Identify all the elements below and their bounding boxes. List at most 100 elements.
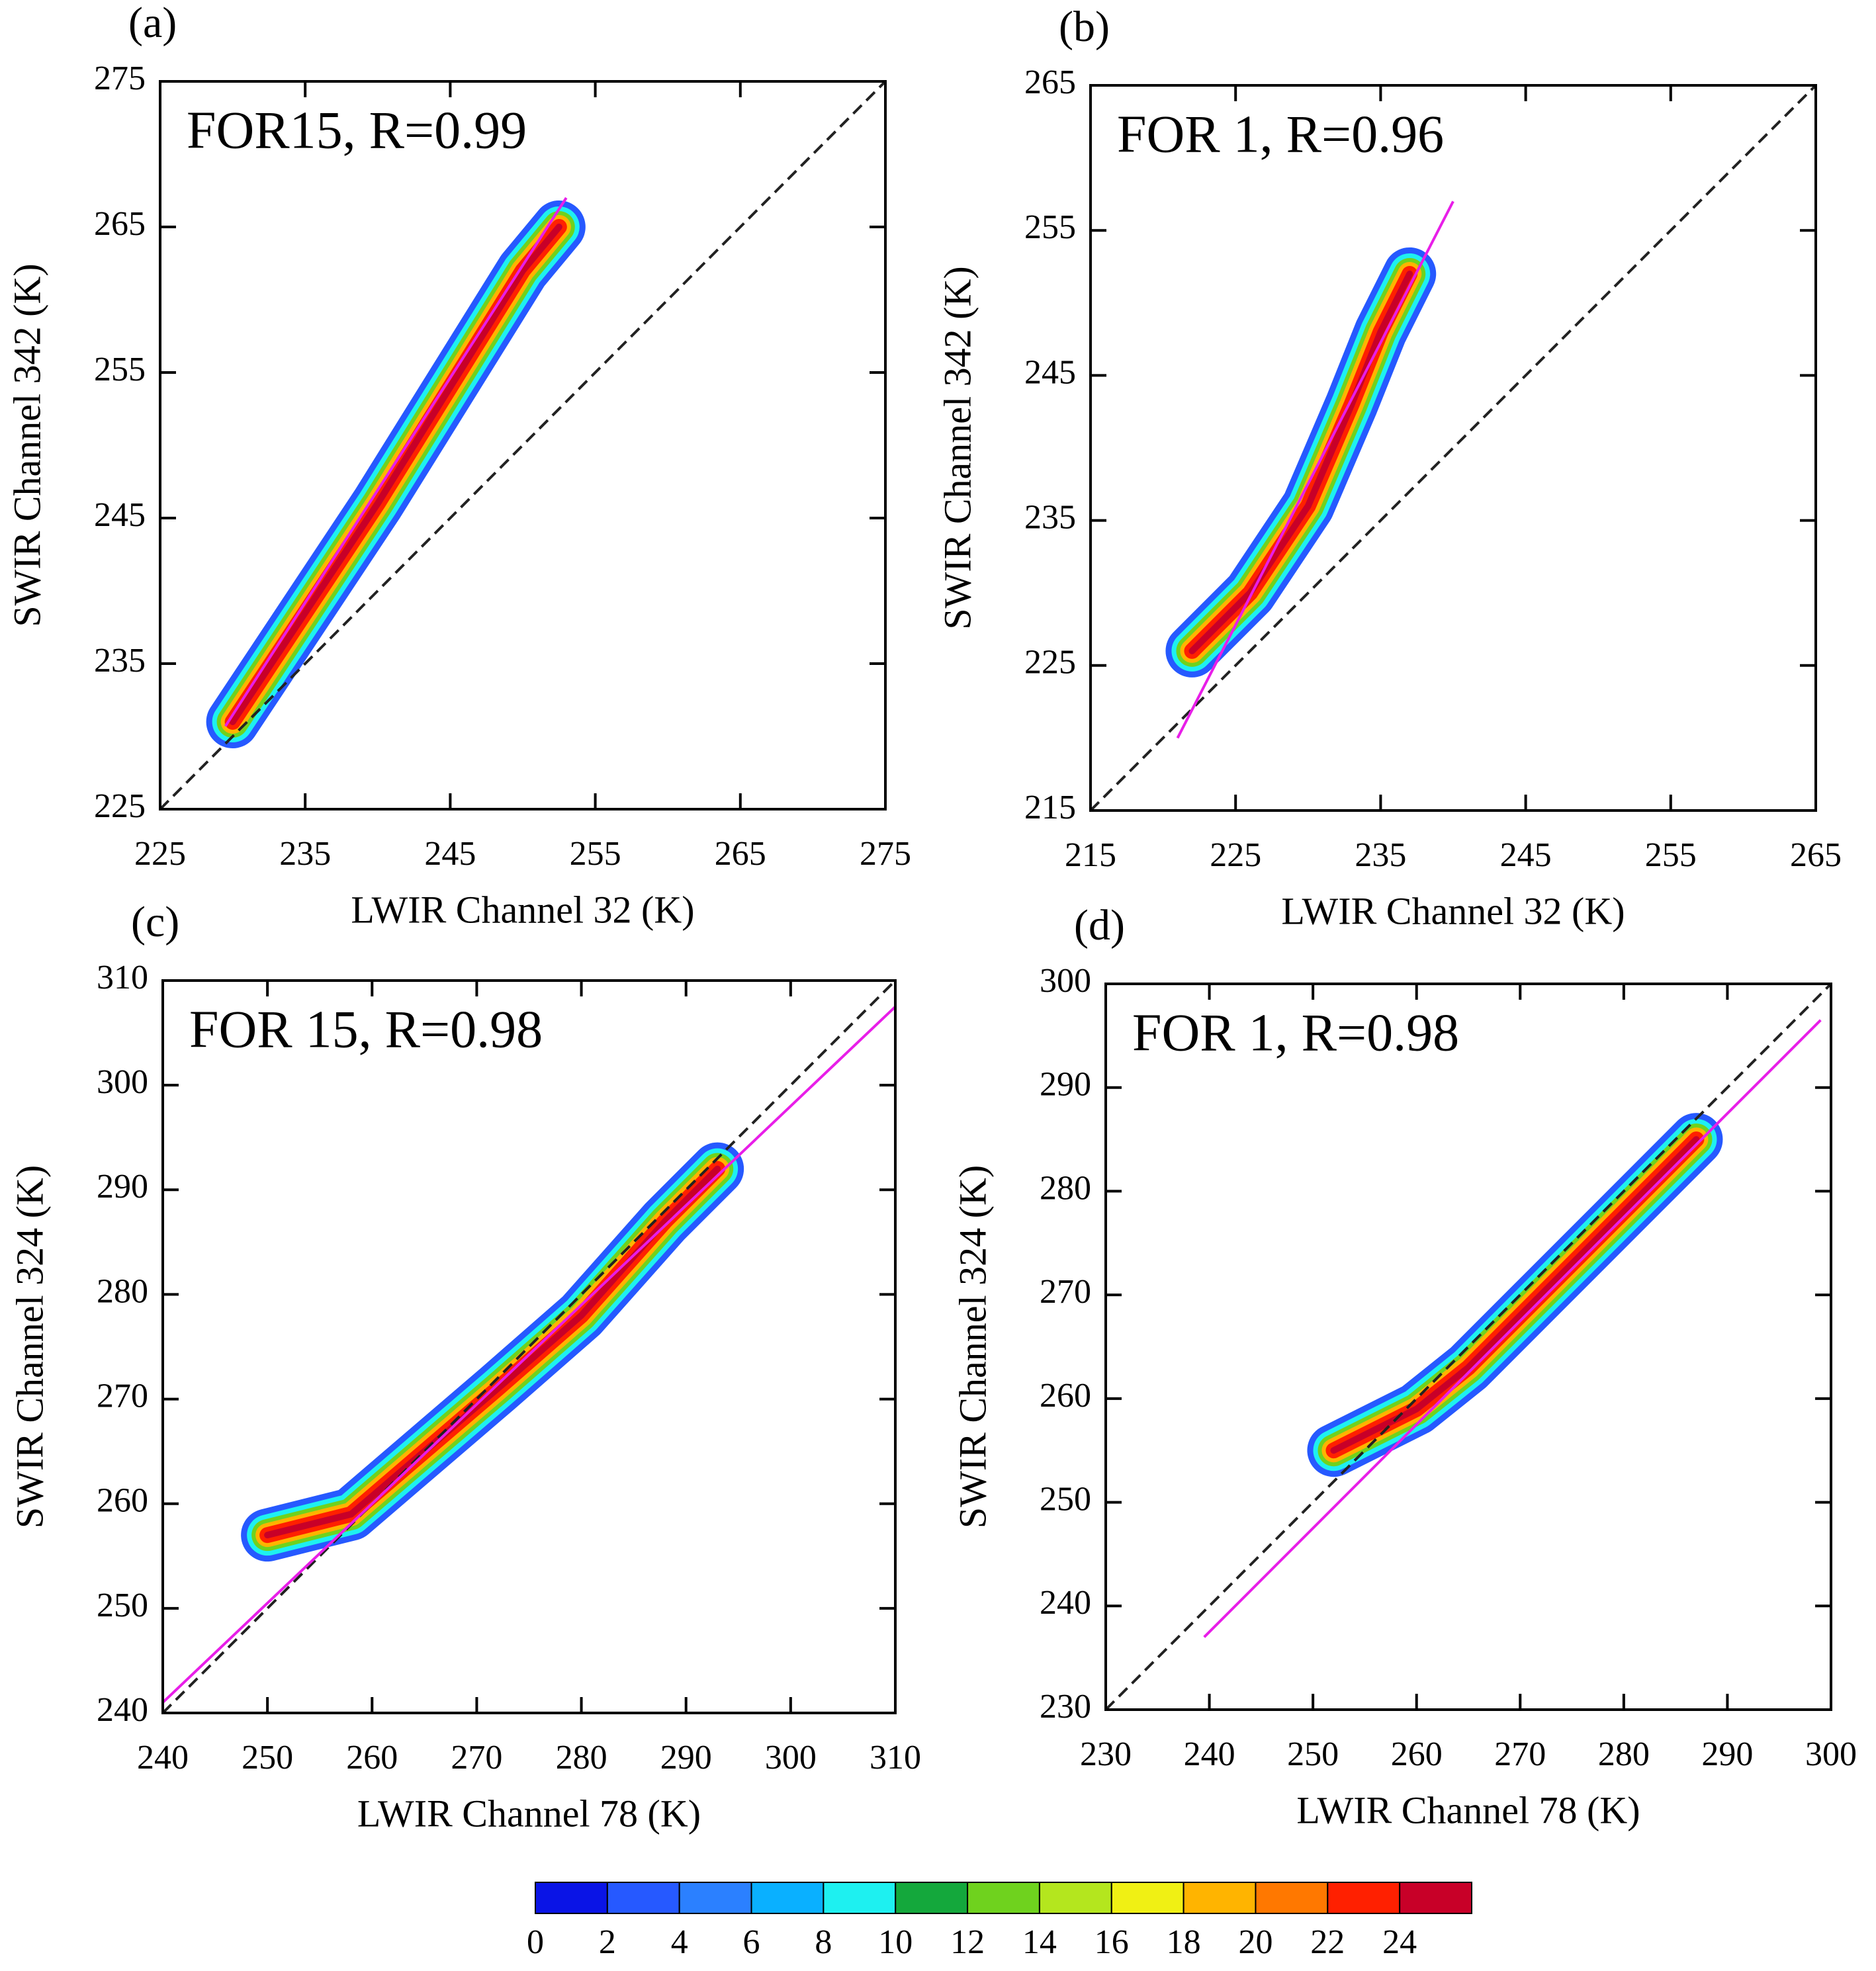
y-tick-label: 280: [97, 1272, 148, 1310]
density-band: [229, 224, 562, 725]
one-to-one-line: [1104, 983, 1832, 1711]
x-tick-label: 280: [1598, 1735, 1650, 1773]
y-tick-label: 310: [97, 959, 148, 996]
y-tick-label: 215: [1024, 789, 1076, 826]
colorbar-box: [606, 1882, 680, 1914]
y-tick-label: 300: [97, 1063, 148, 1101]
y-tick-label: 260: [1040, 1377, 1091, 1415]
colorbar-box: [823, 1882, 897, 1914]
panel-label: (b): [1059, 3, 1110, 51]
x-tick-label: 310: [870, 1739, 921, 1776]
x-tick-label: 300: [1805, 1735, 1857, 1773]
annotation: FOR15, R=0.99: [187, 101, 527, 159]
density-band: [255, 1157, 730, 1548]
x-tick-label: 300: [765, 1739, 817, 1776]
one-to-one-line: [161, 979, 897, 1714]
y-tick-label: 250: [97, 1587, 148, 1624]
colorbar-label: 22: [1310, 1923, 1345, 1961]
colorbar-label: 10: [878, 1923, 913, 1961]
x-axis-label: LWIR Channel 32 (K): [1281, 889, 1625, 932]
x-tick-label: 235: [279, 835, 331, 873]
y-tick-label: 265: [1024, 64, 1076, 101]
y-tick-label: 265: [94, 205, 146, 243]
y-axis-label: SWIR Channel 324 (K): [8, 1165, 51, 1528]
fit-line: [1176, 200, 1454, 739]
y-tick-label: 245: [94, 496, 146, 534]
y-tick-label: 275: [94, 60, 146, 97]
x-tick-label: 255: [570, 835, 621, 873]
annotation: FOR 1, R=0.96: [1117, 105, 1444, 163]
y-axis-label: SWIR Channel 324 (K): [951, 1165, 994, 1528]
x-tick-label: 270: [1494, 1735, 1546, 1773]
y-tick-label: 245: [1024, 353, 1076, 391]
x-tick-label: 245: [424, 835, 476, 873]
colorbar-label: 20: [1238, 1923, 1273, 1961]
x-axis-label: LWIR Channel 32 (K): [351, 888, 694, 931]
y-tick-label: 225: [94, 787, 146, 825]
y-tick-label: 255: [94, 351, 146, 388]
colorbar-box: [1038, 1882, 1112, 1914]
colorbar-box: [1327, 1882, 1401, 1914]
x-tick-label: 240: [137, 1739, 189, 1776]
x-axis-label: LWIR Channel 78 (K): [1296, 1788, 1640, 1831]
y-tick-label: 235: [94, 642, 146, 679]
colorbar-label: 8: [815, 1923, 832, 1961]
y-tick-label: 235: [1024, 499, 1076, 537]
y-tick-label: 260: [97, 1482, 148, 1520]
fit-line: [224, 197, 568, 727]
x-tick-label: 255: [1645, 836, 1697, 874]
fit-line: [161, 1006, 897, 1704]
x-tick-label: 270: [451, 1739, 502, 1776]
one-to-one-line: [159, 80, 887, 810]
x-axis-label: LWIR Channel 78 (K): [357, 1792, 701, 1835]
plot-frame: [1089, 84, 1817, 812]
x-tick-label: 250: [1287, 1735, 1339, 1773]
fit-line: [1203, 1019, 1822, 1638]
x-tick-label: 290: [660, 1739, 712, 1776]
x-tick-label: 260: [1391, 1735, 1443, 1773]
plot-frame: [159, 80, 887, 810]
panel-label: (c): [131, 898, 179, 946]
x-tick-label: 245: [1500, 836, 1552, 874]
colorbar-box: [1110, 1882, 1184, 1914]
colorbar-label: 6: [743, 1923, 760, 1961]
y-tick-label: 290: [1040, 1066, 1091, 1104]
colorbar-label: 2: [599, 1923, 616, 1961]
colorbar-box: [967, 1882, 1040, 1914]
colorbar-box: [1255, 1882, 1329, 1914]
annotation: FOR 15, R=0.98: [189, 1000, 543, 1059]
y-tick-label: 225: [1024, 644, 1076, 681]
x-tick-label: 290: [1701, 1735, 1753, 1773]
y-tick-label: 300: [1040, 962, 1091, 1000]
colorbar-box: [750, 1882, 825, 1914]
x-tick-label: 275: [860, 835, 911, 873]
y-axis-label: SWIR Channel 342 (K): [5, 263, 48, 627]
x-tick-label: 280: [556, 1739, 607, 1776]
colorbar-box: [535, 1882, 608, 1914]
panel-label: (d): [1074, 901, 1125, 949]
y-tick-label: 280: [1040, 1169, 1091, 1207]
y-axis-label: SWIR Channel 342 (K): [936, 266, 979, 629]
y-tick-label: 240: [97, 1691, 148, 1729]
x-tick-label: 265: [1790, 836, 1842, 874]
density-band: [1188, 270, 1413, 654]
colorbar-box: [1399, 1882, 1472, 1914]
x-tick-label: 230: [1080, 1735, 1132, 1773]
colorbar-box: [1183, 1882, 1257, 1914]
colorbar-label: 24: [1382, 1923, 1417, 1961]
x-tick-label: 235: [1355, 836, 1406, 874]
x-tick-label: 265: [715, 835, 766, 873]
y-tick-label: 230: [1040, 1688, 1091, 1726]
x-tick-label: 260: [346, 1739, 398, 1776]
annotation: FOR 1, R=0.98: [1132, 1004, 1459, 1062]
colorbar-label: 12: [950, 1923, 985, 1961]
colorbar-label: 14: [1022, 1923, 1057, 1961]
y-tick-label: 255: [1024, 208, 1076, 246]
x-tick-label: 215: [1065, 836, 1116, 874]
colorbar-box: [678, 1882, 752, 1914]
colorbar-label: 4: [671, 1923, 688, 1961]
colorbar-label: 18: [1167, 1923, 1201, 1961]
y-tick-label: 240: [1040, 1584, 1091, 1622]
colorbar-label: 16: [1094, 1923, 1129, 1961]
